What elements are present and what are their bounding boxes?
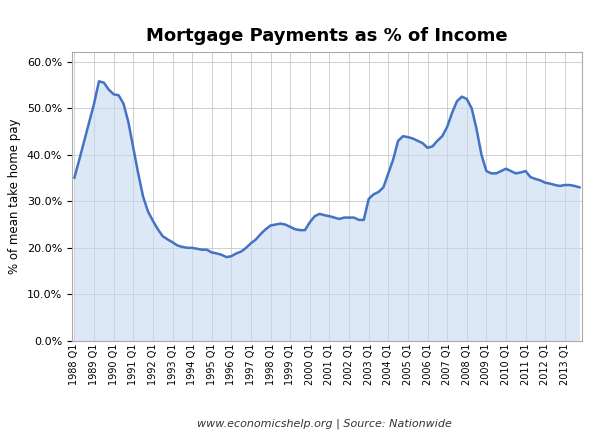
Title: Mortgage Payments as % of Income: Mortgage Payments as % of Income bbox=[146, 28, 508, 45]
Text: www.economicshelp.org | Source: Nationwide: www.economicshelp.org | Source: Nationwi… bbox=[197, 418, 451, 429]
Y-axis label: % of mean take home pay: % of mean take home pay bbox=[8, 119, 22, 274]
